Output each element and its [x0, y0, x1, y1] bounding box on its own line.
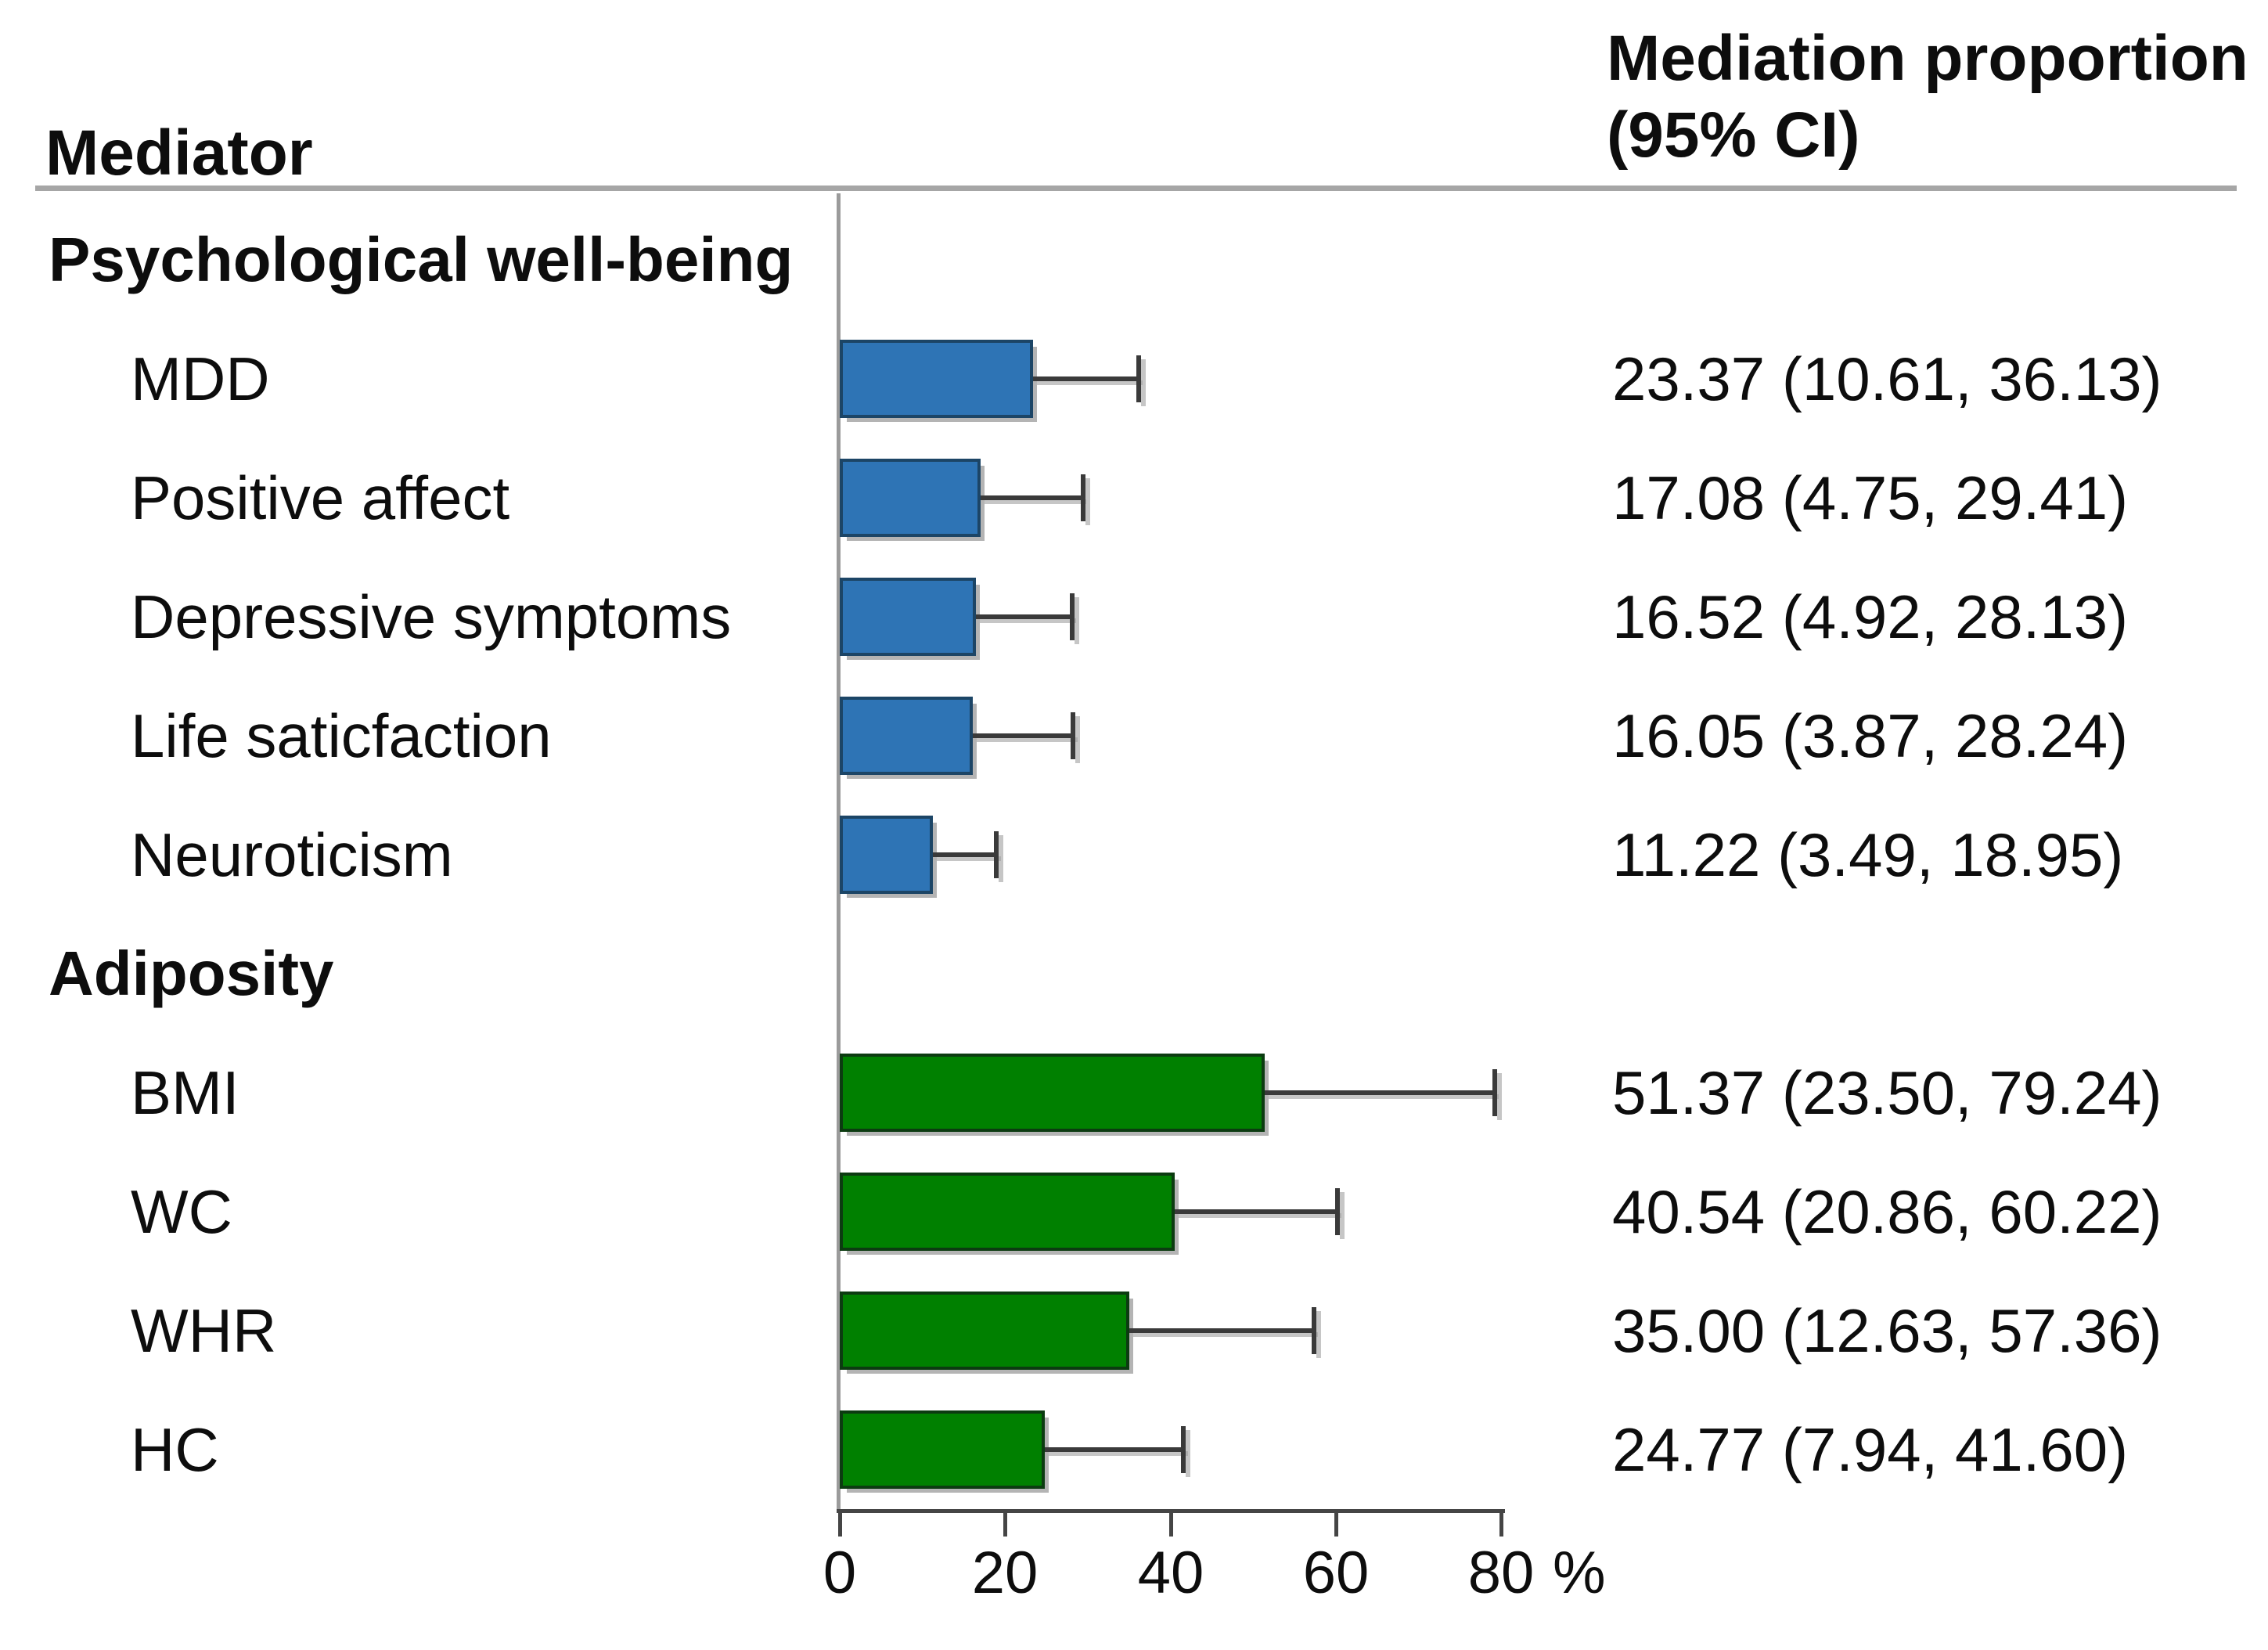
ci-text-life-saticfaction: 16.05 (3.87, 28.24) — [1612, 701, 2129, 770]
ci-cap-positive-affect — [1081, 474, 1085, 521]
x-axis-line — [837, 1509, 1505, 1513]
bar-depressive-symptoms — [840, 578, 976, 656]
row-label-bmi: BMI — [131, 1058, 239, 1127]
ci-whisker-depressive-symptoms — [976, 614, 1072, 619]
x-tick-label-0: 0 — [823, 1540, 857, 1606]
row-label-positive-affect: Positive affect — [131, 463, 510, 532]
ci-text-neuroticism: 11.22 (3.49, 18.95) — [1612, 820, 2124, 889]
ci-cap-bmi — [1492, 1069, 1497, 1116]
x-tick-40 — [1169, 1513, 1173, 1537]
row-label-depressive-symptoms: Depressive symptoms — [131, 582, 732, 651]
bar-positive-affect — [840, 459, 981, 537]
bar-hc — [840, 1410, 1045, 1489]
ci-whisker-hc — [1045, 1447, 1184, 1452]
ci-cap-depressive-symptoms — [1070, 593, 1075, 640]
row-label-life-saticfaction: Life saticfaction — [131, 701, 552, 770]
row-label-mdd: MDD — [131, 344, 270, 413]
ci-text-positive-affect: 17.08 (4.75, 29.41) — [1612, 463, 2129, 532]
bar-wc — [840, 1173, 1175, 1251]
x-axis-unit-label: % — [1553, 1540, 1606, 1606]
ci-cap-wc — [1335, 1188, 1340, 1235]
row-label-neuroticism: Neuroticism — [131, 820, 453, 889]
ci-whisker-wc — [1175, 1209, 1337, 1214]
ci-cap-whr — [1312, 1307, 1316, 1354]
y-axis-baseline — [837, 193, 841, 1511]
ci-whisker-bmi — [1265, 1090, 1495, 1095]
column-header-line1: Mediation proportion — [1607, 23, 2248, 94]
bar-mdd — [840, 340, 1033, 418]
bar-bmi — [840, 1054, 1265, 1132]
ci-cap-neuroticism — [994, 831, 999, 878]
ci-whisker-mdd — [1033, 376, 1139, 381]
x-tick-label-80: 80 — [1467, 1540, 1535, 1606]
ci-text-wc: 40.54 (20.86, 60.22) — [1612, 1177, 2162, 1246]
header-divider-rule — [35, 186, 2237, 191]
bar-whr — [840, 1292, 1129, 1370]
column-header-mediation-proportion: Mediation proportion (95% CI) — [1607, 20, 2248, 174]
ci-whisker-life-saticfaction — [973, 733, 1074, 738]
x-tick-label-20: 20 — [971, 1540, 1039, 1606]
row-label-whr: WHR — [131, 1296, 277, 1365]
ci-whisker-positive-affect — [981, 495, 1082, 500]
x-tick-0 — [838, 1513, 842, 1537]
ci-text-depressive-symptoms: 16.52 (4.92, 28.13) — [1612, 582, 2129, 651]
ci-text-whr: 35.00 (12.63, 57.36) — [1612, 1296, 2162, 1365]
row-label-hc: HC — [131, 1415, 219, 1484]
bar-neuroticism — [840, 816, 933, 894]
ci-text-bmi: 51.37 (23.50, 79.24) — [1612, 1058, 2162, 1127]
group-label-adiposity: Adiposity — [49, 938, 334, 1008]
ci-cap-life-saticfaction — [1071, 712, 1075, 759]
x-tick-80 — [1499, 1513, 1503, 1537]
group-label-psychological-well-being: Psychological well-being — [49, 225, 794, 294]
ci-cap-mdd — [1136, 355, 1141, 402]
ci-whisker-whr — [1129, 1328, 1314, 1333]
ci-text-hc: 24.77 (7.94, 41.60) — [1612, 1415, 2129, 1484]
bar-life-saticfaction — [840, 697, 973, 775]
x-tick-60 — [1334, 1513, 1338, 1537]
x-tick-20 — [1003, 1513, 1007, 1537]
ci-text-mdd: 23.37 (10.61, 36.13) — [1612, 344, 2162, 413]
ci-whisker-neuroticism — [933, 852, 997, 857]
x-tick-label-40: 40 — [1137, 1540, 1204, 1606]
row-label-wc: WC — [131, 1177, 232, 1246]
ci-cap-hc — [1181, 1426, 1186, 1473]
column-header-mediator: Mediator — [45, 117, 313, 189]
x-tick-label-60: 60 — [1302, 1540, 1370, 1606]
column-header-line2: (95% CI) — [1607, 99, 1860, 171]
